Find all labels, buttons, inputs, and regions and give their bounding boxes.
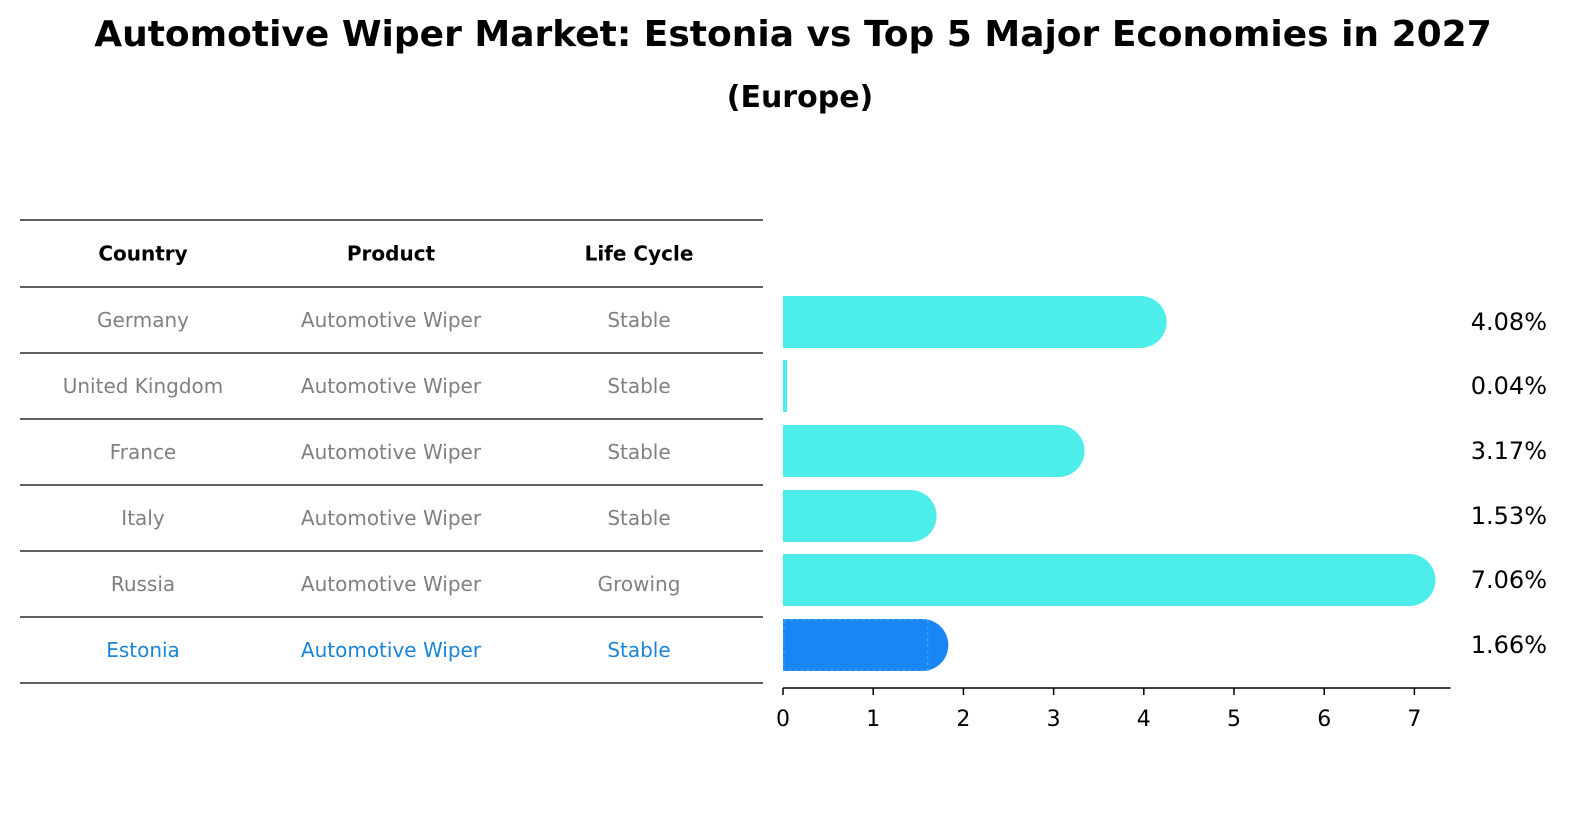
table-cell: Italy — [121, 506, 165, 530]
x-tick-label: 1 — [866, 707, 880, 732]
x-axis: 0 1 2 3 4 5 6 7 — [776, 687, 1451, 732]
table-header-cell: Country — [98, 242, 187, 266]
value-labels: 4.08% 0.04% 3.17% 1.53% 7.06% 1.66% — [1471, 308, 1547, 659]
bar — [783, 360, 787, 412]
x-tick-label: 0 — [776, 707, 790, 732]
table-header-cell: Life Cycle — [585, 242, 694, 266]
table-cell: Automotive Wiper — [301, 374, 482, 398]
table-cell: Germany — [97, 308, 189, 332]
bar — [783, 490, 937, 542]
table-cell: Stable — [607, 308, 670, 332]
table-cell: Stable — [607, 440, 670, 464]
chart-subtitle: (Europe) — [726, 80, 874, 115]
bar-highlight-outline — [783, 619, 929, 671]
bar-value-label: 4.08% — [1471, 308, 1547, 336]
x-tick-label: 2 — [956, 707, 970, 732]
table-cell: Stable — [607, 374, 670, 398]
bar — [783, 619, 949, 671]
table-row: Russia Automotive Wiper Growing — [111, 572, 681, 596]
table-cell: Automotive Wiper — [301, 440, 482, 464]
bar — [783, 425, 1085, 477]
table-cell: Automotive Wiper — [301, 506, 482, 530]
table-cell: Stable — [607, 638, 670, 662]
bar-value-label: 0.04% — [1471, 372, 1547, 400]
bar — [783, 554, 1436, 606]
table-row: Estonia Automotive Wiper Stable — [106, 638, 670, 662]
table-cell: United Kingdom — [63, 374, 224, 398]
table-cell: Automotive Wiper — [301, 308, 482, 332]
table-cell: Stable — [607, 506, 670, 530]
bar-value-label: 1.53% — [1471, 502, 1547, 530]
table-cell: France — [110, 440, 177, 464]
table-cell: Estonia — [106, 638, 180, 662]
table-row: United Kingdom Automotive Wiper Stable — [63, 374, 671, 398]
bar-value-label: 1.66% — [1471, 631, 1547, 659]
x-tick-label: 5 — [1227, 707, 1241, 732]
x-tick-label: 6 — [1317, 707, 1331, 732]
bar — [783, 296, 1167, 348]
table-cell: Russia — [111, 572, 175, 596]
table-cell: Automotive Wiper — [301, 572, 482, 596]
table-row: Italy Automotive Wiper Stable — [121, 506, 670, 530]
table-row: Germany Automotive Wiper Stable — [97, 308, 671, 332]
bar-value-label: 7.06% — [1471, 566, 1547, 594]
table-row: France Automotive Wiper Stable — [110, 440, 671, 464]
x-tick-label: 4 — [1137, 707, 1151, 732]
table-cell: Growing — [598, 572, 681, 596]
table-rules — [20, 219, 763, 684]
x-tick-label: 3 — [1047, 707, 1061, 732]
data-table: Country Product Life Cycle Germany Automoti… — [20, 219, 763, 684]
bar-value-label: 3.17% — [1471, 437, 1547, 465]
table-cell: Automotive Wiper — [301, 638, 482, 662]
table-header: Country Product Life Cycle — [98, 242, 693, 266]
chart-title: Automotive Wiper Market: Estonia vs Top … — [94, 14, 1492, 55]
x-tick-label: 7 — [1407, 707, 1421, 732]
bar-series — [783, 296, 1436, 671]
table-header-cell: Product — [347, 242, 436, 266]
